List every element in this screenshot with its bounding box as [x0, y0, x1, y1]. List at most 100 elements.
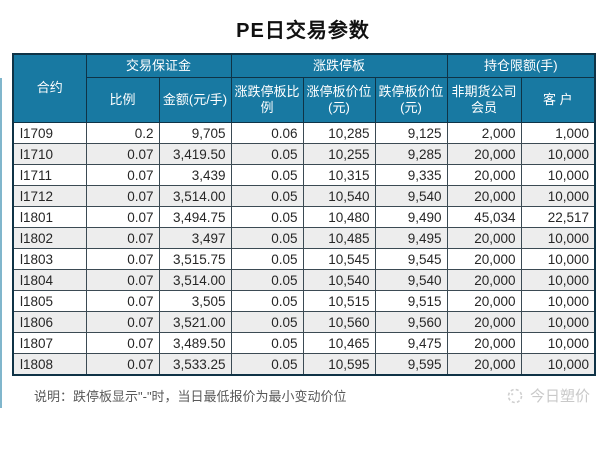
value-cell: 0.05 — [230, 164, 304, 186]
value-cell: 20,000 — [446, 332, 522, 354]
value-cell: 20,000 — [446, 164, 522, 186]
value-cell: 3,514.00 — [158, 269, 232, 291]
value-cell: 1,000 — [520, 122, 596, 144]
value-cell: 10,000 — [520, 248, 596, 270]
value-cell: 0.07 — [85, 143, 160, 165]
value-cell: 10,540 — [302, 269, 376, 291]
value-cell: 20,000 — [446, 227, 522, 249]
table-row: l1712 0.07 3,514.00 0.05 10,540 9,540 20,000 10… — [12, 185, 596, 207]
contract-cell: l1709 — [12, 122, 87, 144]
value-cell: 0.07 — [85, 206, 160, 228]
column-header-lower-limit: 跌停板价位(元) — [374, 77, 448, 123]
group-header-margin: 交易保证金 — [85, 53, 232, 78]
value-cell: 3,419.50 — [158, 143, 232, 165]
value-cell: 3,505 — [158, 290, 232, 312]
value-cell: 0.05 — [230, 248, 304, 270]
table-row: l1807 0.07 3,489.50 0.05 10,465 9,475 20,000 10… — [12, 332, 596, 354]
left-accent-line — [0, 78, 2, 408]
value-cell: 9,515 — [374, 290, 448, 312]
table-row: l1804 0.07 3,514.00 0.05 10,540 9,540 20,000 10… — [12, 269, 596, 291]
value-cell: 9,595 — [374, 353, 448, 376]
value-cell: 10,540 — [302, 185, 376, 207]
contract-cell: l1807 — [12, 332, 87, 354]
value-cell: 9,540 — [374, 185, 448, 207]
value-cell: 0.05 — [230, 290, 304, 312]
value-cell: 10,000 — [520, 143, 596, 165]
value-cell: 3,439 — [158, 164, 232, 186]
value-cell: 9,545 — [374, 248, 448, 270]
table-row: l1808 0.07 3,533.25 0.05 10,595 9,595 20,000 10… — [12, 353, 596, 376]
value-cell: 10,485 — [302, 227, 376, 249]
value-cell: 0.07 — [85, 332, 160, 354]
value-cell: 10,000 — [520, 185, 596, 207]
value-cell: 0.05 — [230, 269, 304, 291]
value-cell: 9,475 — [374, 332, 448, 354]
table-row: l1710 0.07 3,419.50 0.05 10,255 9,285 20,000 10… — [12, 143, 596, 165]
value-cell: 20,000 — [446, 269, 522, 291]
value-cell: 0.2 — [85, 122, 160, 144]
value-cell: 10,480 — [302, 206, 376, 228]
contract-cell: l1712 — [12, 185, 87, 207]
table-row: l1711 0.07 3,439 0.05 10,315 9,335 20,000 10,00… — [12, 164, 596, 186]
value-cell: 3,514.00 — [158, 185, 232, 207]
header-sub-row: 比例 金额(元/手) 涨跌停板比例 涨停板价位(元) 跌停板价位(元) 非期货公… — [13, 77, 596, 123]
value-cell: 0.05 — [230, 332, 304, 354]
value-cell: 10,255 — [302, 143, 376, 165]
value-cell: 10,595 — [302, 353, 376, 376]
value-cell: 9,335 — [374, 164, 448, 186]
value-cell: 9,540 — [374, 269, 448, 291]
contract-cell: l1801 — [12, 206, 87, 228]
value-cell: 9,285 — [374, 143, 448, 165]
watermark-logo-icon — [507, 388, 523, 403]
value-cell: 10,000 — [520, 269, 596, 291]
footer: 说明：跌停板显示"-"时，当日最低报价为最小变动价位 今日塑价 — [0, 385, 606, 406]
column-header-client: 客 户 — [520, 77, 596, 123]
contract-cell: l1803 — [12, 248, 87, 270]
table-row: l1805 0.07 3,505 0.05 10,515 9,515 20,000 10,00… — [12, 290, 596, 312]
value-cell: 22,517 — [520, 206, 596, 228]
value-cell: 0.07 — [85, 185, 160, 207]
table-row: l1801 0.07 3,494.75 0.05 10,480 9,490 45,034 22… — [12, 206, 596, 228]
value-cell: 0.07 — [85, 248, 160, 270]
value-cell: 10,000 — [520, 290, 596, 312]
value-cell: 0.05 — [230, 353, 304, 376]
column-header-contract: 合约 — [12, 53, 87, 123]
value-cell: 20,000 — [446, 311, 522, 333]
value-cell: 0.05 — [230, 311, 304, 333]
value-cell: 0.07 — [85, 227, 160, 249]
value-cell: 20,000 — [446, 248, 522, 270]
table-row: l1802 0.07 3,497 0.05 10,485 9,495 20,000 10,00… — [12, 227, 596, 249]
value-cell: 10,000 — [520, 227, 596, 249]
value-cell: 20,000 — [446, 290, 522, 312]
footer-note: 说明：跌停板显示"-"时，当日最低报价为最小变动价位 — [34, 389, 347, 404]
watermark-text: 今日塑价 — [529, 388, 590, 405]
page-title: PE日交易参数 — [236, 20, 370, 42]
group-header-position-limit: 持仓限额(手) — [446, 53, 596, 78]
value-cell: 2,000 — [446, 122, 522, 144]
value-cell: 0.07 — [85, 311, 160, 333]
value-cell: 3,533.25 — [158, 353, 232, 376]
value-cell: 10,465 — [302, 332, 376, 354]
value-cell: 3,494.75 — [158, 206, 232, 228]
column-header-non-futures-member: 非期货公司会员 — [446, 77, 522, 123]
value-cell: 9,495 — [374, 227, 448, 249]
contract-cell: l1804 — [12, 269, 87, 291]
column-header-upper-limit: 涨停板价位(元) — [302, 77, 376, 123]
value-cell: 3,521.00 — [158, 311, 232, 333]
header-group-row: 合约 交易保证金 涨跌停板 持仓限额(手) — [12, 53, 596, 123]
table-header: 合约 交易保证金 涨跌停板 持仓限额(手) 比例 金额(元/手) 涨跌停板比例 … — [12, 53, 596, 123]
value-cell: 0.05 — [230, 227, 304, 249]
value-cell: 10,515 — [302, 290, 376, 312]
value-cell: 20,000 — [446, 353, 522, 376]
contract-cell: l1710 — [12, 143, 87, 165]
watermark: 今日塑价 — [506, 385, 590, 406]
value-cell: 20,000 — [446, 143, 522, 165]
value-cell: 9,705 — [158, 122, 232, 144]
table-row: l1709 0.2 9,705 0.06 10,285 9,125 2,000 1,000 — [12, 122, 596, 144]
value-cell: 0.06 — [230, 122, 304, 144]
column-header-margin-amount: 金额(元/手) — [158, 77, 232, 123]
value-cell: 10,315 — [302, 164, 376, 186]
contract-cell: l1808 — [12, 353, 87, 376]
value-cell: 9,560 — [374, 311, 448, 333]
value-cell: 3,515.75 — [158, 248, 232, 270]
